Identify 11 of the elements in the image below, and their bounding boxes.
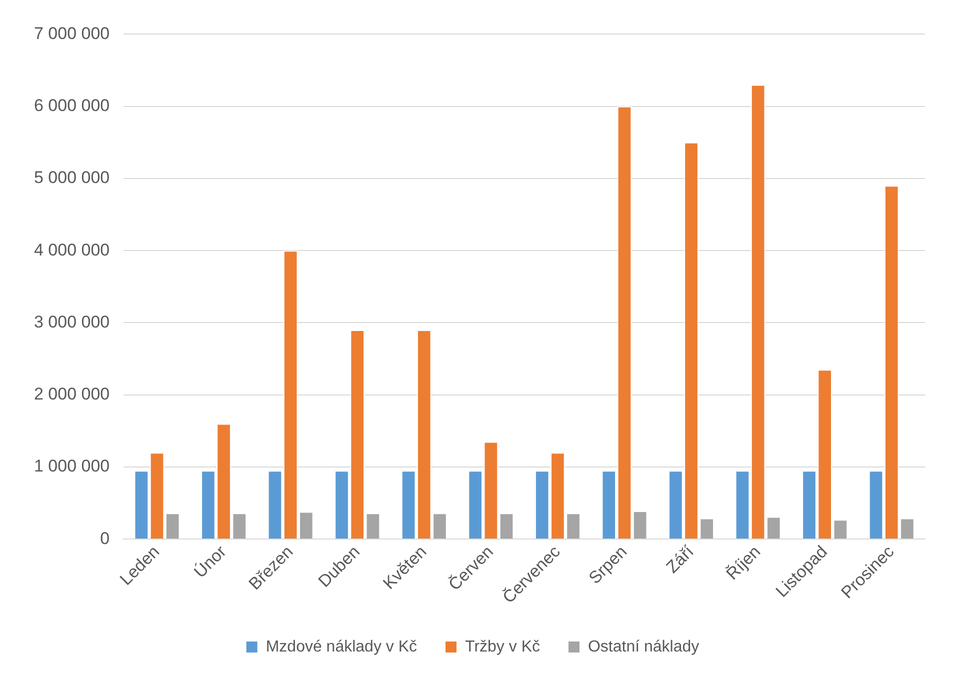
y-tick-label: 3 000 000 (34, 312, 110, 332)
legend-label: Mzdové náklady v Kč (266, 638, 418, 656)
y-tick-label: 2 000 000 (34, 384, 110, 404)
y-tick-label: 5 000 000 (34, 168, 110, 188)
y-tick-label: 1 000 000 (34, 456, 110, 476)
y-tick-label: 0 (100, 528, 110, 548)
y-tick-label: 7 000 000 (34, 24, 110, 43)
y-tick-label: 6 000 000 (34, 96, 110, 116)
legend-label: Ostatní náklady (588, 638, 700, 656)
y-tick-label: 4 000 000 (34, 240, 110, 260)
legend-label: Tržby v Kč (465, 638, 540, 656)
